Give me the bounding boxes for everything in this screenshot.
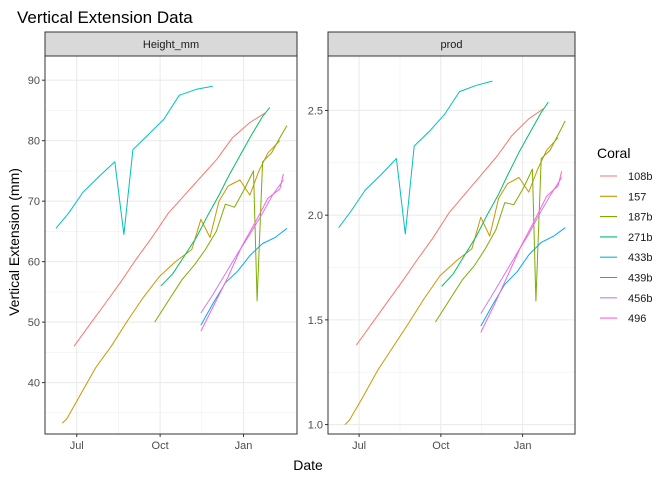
series-line-433b xyxy=(338,80,493,235)
series-line-439b xyxy=(480,227,566,327)
panel-strip xyxy=(44,31,298,57)
panel-border xyxy=(327,55,576,435)
strip-label: prod xyxy=(440,39,462,51)
y-tick-label: 60 xyxy=(28,257,40,269)
legend-label-187b: 187b xyxy=(628,212,652,224)
series-line-157 xyxy=(344,137,559,425)
y-tick-label: 80 xyxy=(28,136,40,148)
series-line-157 xyxy=(61,140,281,424)
chart-title: Vertical Extension Data xyxy=(17,8,193,27)
x-tick-label: Jul xyxy=(352,440,366,452)
series-line-187b xyxy=(435,120,566,323)
series-line-108b xyxy=(355,107,545,346)
y-tick-label: 1.0 xyxy=(308,420,323,432)
series-line-496 xyxy=(480,171,563,333)
y-tick-label: 70 xyxy=(28,196,40,208)
legend-label-456b: 456b xyxy=(628,293,652,305)
series-line-108b xyxy=(73,112,266,347)
legend-label-439b: 439b xyxy=(628,273,652,285)
legend-label-108b: 108b xyxy=(628,171,652,183)
series-line-433b xyxy=(55,85,213,235)
series-line-271b xyxy=(441,101,549,287)
panel-prod: prod 1.0 1.5 2.0 2.5 Jul Oct Jan xyxy=(308,31,576,452)
panel-height-mm: Height_mm 40 50 60 70 80 90 Jul Oct Jan xyxy=(28,31,298,452)
series-line-439b xyxy=(200,228,288,326)
x-tick-label: Jan xyxy=(235,440,253,452)
series-line-187b xyxy=(154,125,288,323)
y-tick-label: 50 xyxy=(28,317,40,329)
y-tick-label: 2.0 xyxy=(308,210,323,222)
strip-label: Height_mm xyxy=(143,39,199,51)
panel-border xyxy=(44,55,298,435)
plot-background xyxy=(328,56,575,434)
legend-label-496: 496 xyxy=(628,313,646,325)
x-axis-title: Date xyxy=(293,457,323,473)
legend: Coral 108b 157 187b 271b 433b 439b 456b 496 xyxy=(597,145,652,325)
legend-label-433b: 433b xyxy=(628,252,652,264)
y-tick-label: 90 xyxy=(28,75,40,87)
y-tick-label: 1.5 xyxy=(308,315,323,327)
series-line-456b xyxy=(200,179,284,314)
x-tick-label: Jan xyxy=(514,440,532,452)
series-line-496 xyxy=(200,173,284,332)
legend-label-157: 157 xyxy=(628,191,646,203)
x-tick-label: Jul xyxy=(70,440,84,452)
x-tick-label: Oct xyxy=(432,440,449,452)
y-axis-title: Vertical Extension (mm) xyxy=(6,168,22,316)
y-tick-label: 2.5 xyxy=(308,105,323,117)
series-line-271b xyxy=(160,107,271,287)
y-tick-label: 40 xyxy=(28,378,40,390)
legend-label-271b: 271b xyxy=(628,232,652,244)
legend-title: Coral xyxy=(597,145,630,161)
x-tick-label: Oct xyxy=(152,440,169,452)
